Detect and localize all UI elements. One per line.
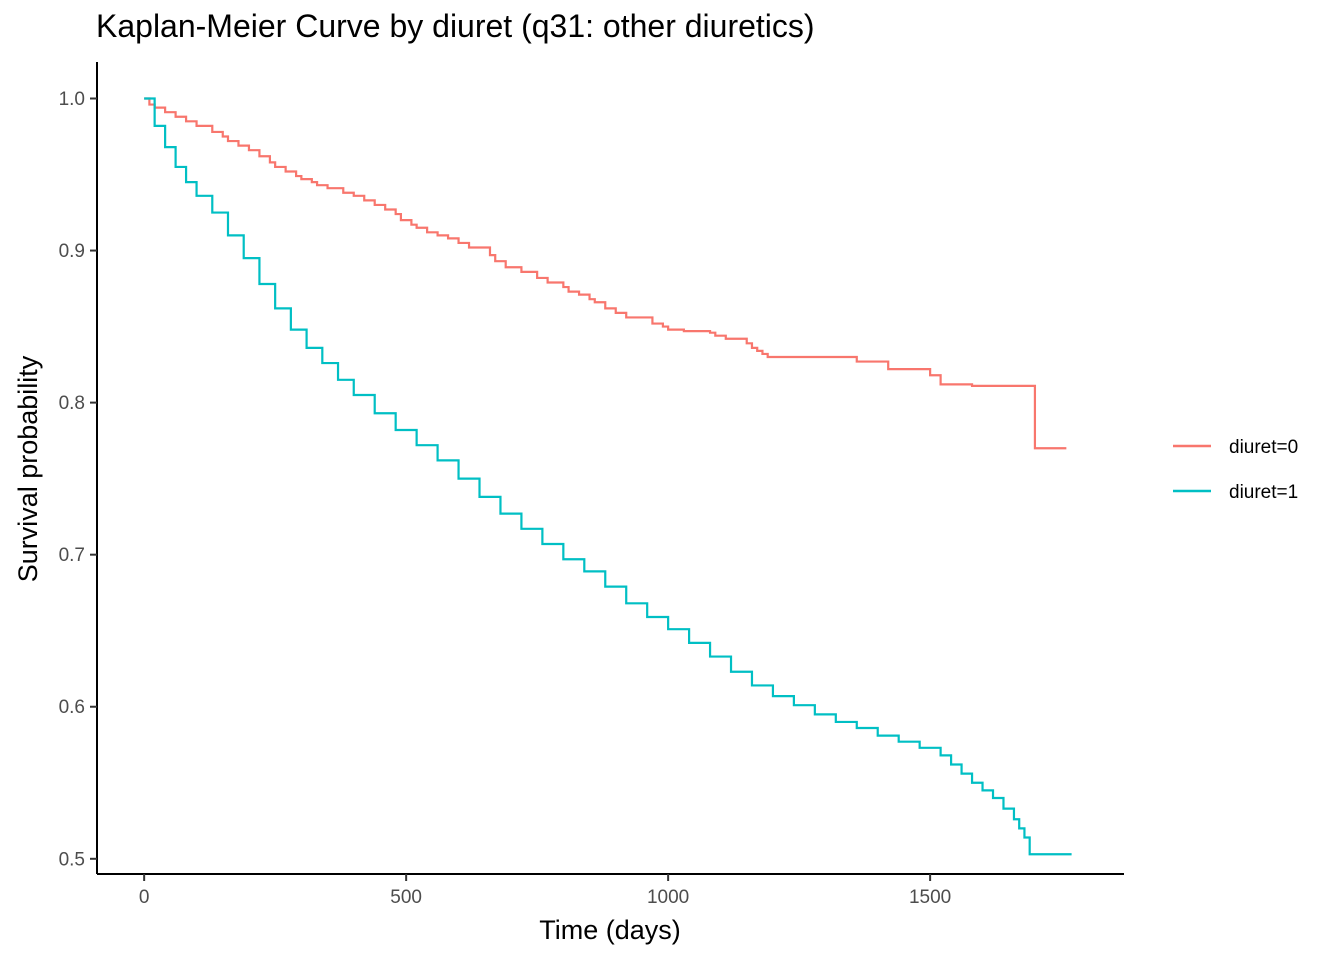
- axes: 0.5 0.6 0.7 0.8 0.9 1.0 0 500 1000 1500: [59, 62, 1124, 908]
- y-axis-title: Survival probability: [13, 355, 43, 582]
- legend-label: diuret=0: [1229, 437, 1298, 458]
- y-tick-label: 0.9: [59, 241, 85, 262]
- legend: diuret=0 diuret=1: [1173, 437, 1298, 503]
- x-tick-label: 1500: [909, 887, 951, 908]
- series-line-diuret-0: [144, 97, 1067, 450]
- x-tick-label: 0: [139, 887, 150, 908]
- x-axis-title: Time (days): [539, 915, 681, 945]
- y-tick-label: 0.8: [59, 393, 85, 414]
- series-layer: [144, 97, 1072, 856]
- series-line-diuret-1: [144, 97, 1072, 856]
- y-tick-label: 1.0: [59, 89, 85, 110]
- chart-title: Kaplan-Meier Curve by diuret (q31: other…: [96, 8, 815, 44]
- legend-label: diuret=1: [1229, 482, 1298, 503]
- y-ticks: 0.5 0.6 0.7 0.8 0.9 1.0: [59, 89, 97, 870]
- y-tick-label: 0.5: [59, 849, 85, 870]
- x-tick-label: 1000: [647, 887, 689, 908]
- x-tick-label: 500: [390, 887, 422, 908]
- y-tick-label: 0.6: [59, 697, 85, 718]
- x-ticks: 0 500 1000 1500: [139, 874, 951, 908]
- y-tick-label: 0.7: [59, 545, 85, 566]
